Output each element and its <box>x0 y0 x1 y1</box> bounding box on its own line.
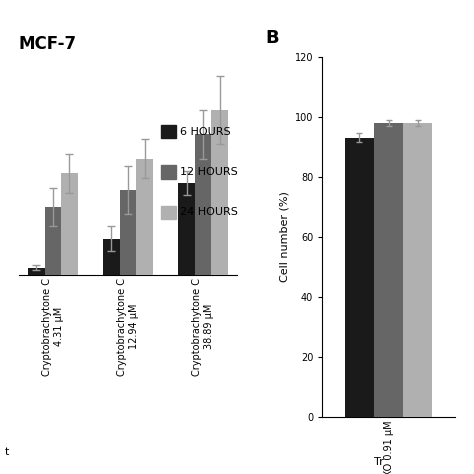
Bar <box>45 207 61 275</box>
Text: t: t <box>5 447 9 457</box>
Bar <box>136 159 153 275</box>
Bar <box>345 138 374 417</box>
Text: Tr: Tr <box>374 456 384 466</box>
Bar <box>28 268 45 275</box>
Text: 12 HOURS: 12 HOURS <box>180 167 238 177</box>
Y-axis label: Cell number (%): Cell number (%) <box>279 191 289 283</box>
Bar <box>211 110 228 275</box>
Bar <box>403 123 432 417</box>
Text: 6 HOURS: 6 HOURS <box>180 127 231 137</box>
Bar <box>61 173 78 275</box>
Text: B: B <box>265 28 279 46</box>
Bar <box>120 190 136 275</box>
Text: MCF-7: MCF-7 <box>19 35 77 53</box>
Bar <box>178 183 195 275</box>
Text: 24 HOURS: 24 HOURS <box>180 207 238 218</box>
Bar <box>195 135 211 275</box>
Bar <box>103 238 120 275</box>
Bar <box>374 123 403 417</box>
